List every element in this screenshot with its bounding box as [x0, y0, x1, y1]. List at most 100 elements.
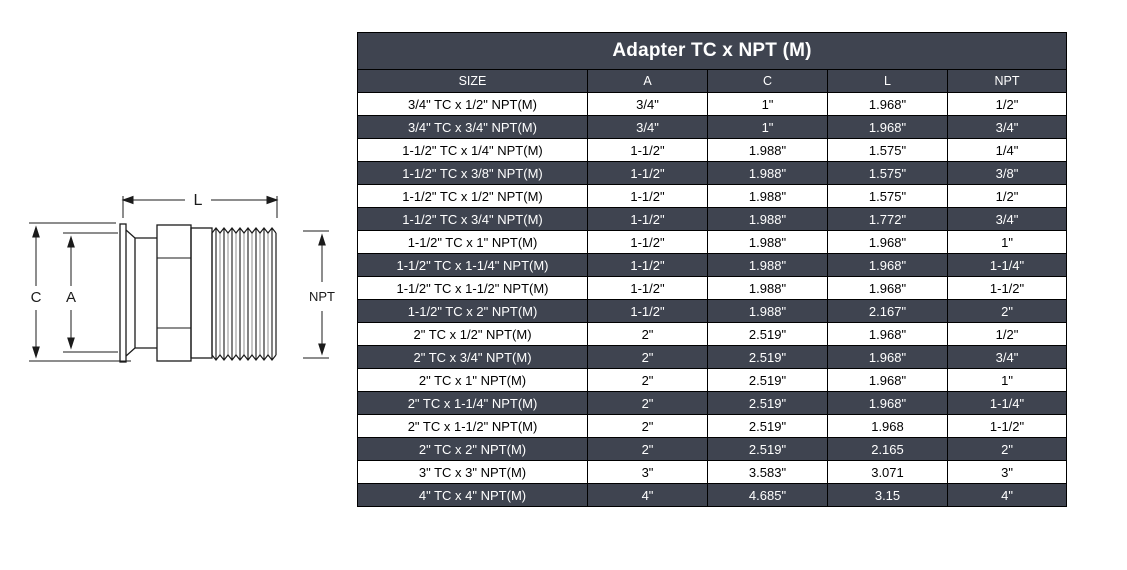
table-cell: 2" TC x 1-1/4" NPT(M) [357, 391, 588, 415]
dim-label-l: L [194, 192, 203, 209]
table-cell: 3/4" [946, 345, 1068, 369]
table-cell: 1-1/2" TC x 2" NPT(M) [357, 299, 588, 323]
dim-label-c: C [31, 289, 42, 306]
dim-label-npt: NPT [309, 289, 335, 304]
table-cell: 1.988" [707, 138, 828, 162]
table-row: 2" TC x 3/4" NPT(M) 2" 2.519" 1.968" 3/4" [357, 345, 1068, 369]
table-cell: 1-1/2" TC x 3/4" NPT(M) [357, 207, 588, 231]
table-cell: 1.988" [707, 299, 828, 323]
table-cell: 1-1/2" [587, 253, 708, 277]
table-cell: 1.968" [827, 345, 948, 369]
table-row: 1-1/2" TC x 2" NPT(M) 1-1/2" 1.988" 2.167" 2… [357, 299, 1068, 323]
tc-flange-face [119, 223, 127, 363]
table-cell: 1.988" [707, 184, 828, 208]
neck [135, 237, 157, 349]
table-cell: 1-1/4" [946, 391, 1068, 415]
table-row: 1-1/2" TC x 3/8" NPT(M) 1-1/2" 1.988" 1.575… [357, 161, 1068, 185]
table-row: 1-1/2" TC x 1-1/2" NPT(M) 1-1/2" 1.988" 1.9… [357, 276, 1068, 300]
table-cell: 2" [946, 437, 1068, 461]
table-title-row: Adapter TC x NPT (M) [356, 32, 1068, 70]
table-cell: 1-1/2" [587, 184, 708, 208]
column-header-size: SIZE [357, 69, 588, 93]
table-row: 2" TC x 1/2" NPT(M) 2" 2.519" 1.968" 1/2" [357, 322, 1068, 346]
table-cell: 1" [707, 92, 828, 116]
table-cell: 3" [946, 460, 1068, 484]
table-cell: 2" TC x 2" NPT(M) [357, 437, 588, 461]
column-header-a: A [587, 69, 708, 93]
table-cell: 1-1/2" [946, 276, 1068, 300]
table-cell: 1-1/2" [587, 276, 708, 300]
table-cell: 1/2" [946, 184, 1068, 208]
table-cell: 1-1/2" [587, 230, 708, 254]
table-cell: 1-1/2" TC x 1-1/4" NPT(M) [357, 253, 588, 277]
table-title: Adapter TC x NPT (M) [356, 32, 1068, 70]
table-cell: 1.968" [827, 368, 948, 392]
table-cell: 1.772" [827, 207, 948, 231]
table-cell: 1" [707, 115, 828, 139]
table-cell: 2" TC x 1-1/2" NPT(M) [357, 414, 588, 438]
column-header-l: L [827, 69, 948, 93]
table-cell: 4.685" [707, 483, 828, 507]
table-cell: 4" [587, 483, 708, 507]
table-cell: 1.968 [827, 414, 948, 438]
table-cell: 4" TC x 4" NPT(M) [357, 483, 588, 507]
table-row: 3/4" TC x 3/4" NPT(M) 3/4" 1" 1.968" 3/4" [357, 115, 1068, 139]
table-cell: 1-1/2" [587, 161, 708, 185]
table-row: 1-1/2" TC x 1/2" NPT(M) 1-1/2" 1.988" 1.575… [357, 184, 1068, 208]
table-cell: 3/4" [587, 92, 708, 116]
table-row: 2" TC x 2" NPT(M) 2" 2.519" 2.165 2" [357, 437, 1068, 461]
table-cell: 2.519" [707, 368, 828, 392]
table-cell: 2" [587, 414, 708, 438]
table-cell: 1-1/2" TC x 1/2" NPT(M) [357, 184, 588, 208]
dim-label-a: A [66, 289, 76, 306]
table-cell: 2.519" [707, 322, 828, 346]
table-cell: 3/4" [587, 115, 708, 139]
table-cell: 1.988" [707, 207, 828, 231]
table-row: 1-1/2" TC x 1" NPT(M) 1-1/2" 1.988" 1.968" 1… [357, 230, 1068, 254]
table-row: 3/4" TC x 1/2" NPT(M) 3/4" 1" 1.968" 1/2" [357, 92, 1068, 116]
table-row: 3" TC x 3" NPT(M) 3" 3.583" 3.071 3" [357, 460, 1068, 484]
table-cell: 1-1/2" TC x 3/8" NPT(M) [357, 161, 588, 185]
table-cell: 1.575" [827, 184, 948, 208]
table-cell: 1.988" [707, 230, 828, 254]
table-cell: 1" [946, 368, 1068, 392]
table-cell: 1" [946, 230, 1068, 254]
table-cell: 2.519" [707, 391, 828, 415]
spec-table: Adapter TC x NPT (M) SIZE A C L NPT 3/4"… [356, 32, 1068, 507]
table-cell: 1-1/2" TC x 1-1/2" NPT(M) [357, 276, 588, 300]
table-cell: 2" TC x 1/2" NPT(M) [357, 322, 588, 346]
table-cell: 1.575" [827, 161, 948, 185]
hex-flat-lines [157, 257, 191, 329]
table-cell: 3" [587, 460, 708, 484]
table-row: 2" TC x 1-1/2" NPT(M) 2" 2.519" 1.968 1-1/2" [357, 414, 1068, 438]
table-cell: 1.968" [827, 253, 948, 277]
table-cell: 3" TC x 3" NPT(M) [357, 460, 588, 484]
table-cell: 3.071 [827, 460, 948, 484]
adapter-technical-drawing: L C A NPT [29, 192, 335, 363]
table-cell: 1/2" [946, 322, 1068, 346]
table-cell: 3/4" [946, 115, 1068, 139]
table-row: 1-1/2" TC x 1-1/4" NPT(M) 1-1/2" 1.988" 1.9… [357, 253, 1068, 277]
table-cell: 1.968" [827, 230, 948, 254]
table-cell: 1.988" [707, 253, 828, 277]
table-cell: 1.988" [707, 161, 828, 185]
table-cell: 1.968" [827, 115, 948, 139]
table-cell: 1-1/2" TC x 1" NPT(M) [357, 230, 588, 254]
table-cell: 3/4" TC x 3/4" NPT(M) [357, 115, 588, 139]
dim-length: L [121, 192, 279, 218]
table-cell: 1-1/2" TC x 1/4" NPT(M) [357, 138, 588, 162]
table-cell: 2" [587, 437, 708, 461]
table-cell: 1.968" [827, 322, 948, 346]
table-cell: 3.15 [827, 483, 948, 507]
column-header-npt: NPT [946, 69, 1068, 93]
table-body: 3/4" TC x 1/2" NPT(M) 3/4" 1" 1.968" 1/2" 3/4… [357, 92, 1068, 507]
table-row: 4" TC x 4" NPT(M) 4" 4.685" 3.15 4" [357, 483, 1068, 507]
table-cell: 1.575" [827, 138, 948, 162]
table-cell: 4" [946, 483, 1068, 507]
table-row: 2" TC x 1-1/4" NPT(M) 2" 2.519" 1.968" 1-1/4… [357, 391, 1068, 415]
table-cell: 2.167" [827, 299, 948, 323]
table-cell: 3/4" TC x 1/2" NPT(M) [357, 92, 588, 116]
table-cell: 1-1/4" [946, 253, 1068, 277]
tc-flange-bevel [125, 229, 136, 357]
table-cell: 2.519" [707, 345, 828, 369]
